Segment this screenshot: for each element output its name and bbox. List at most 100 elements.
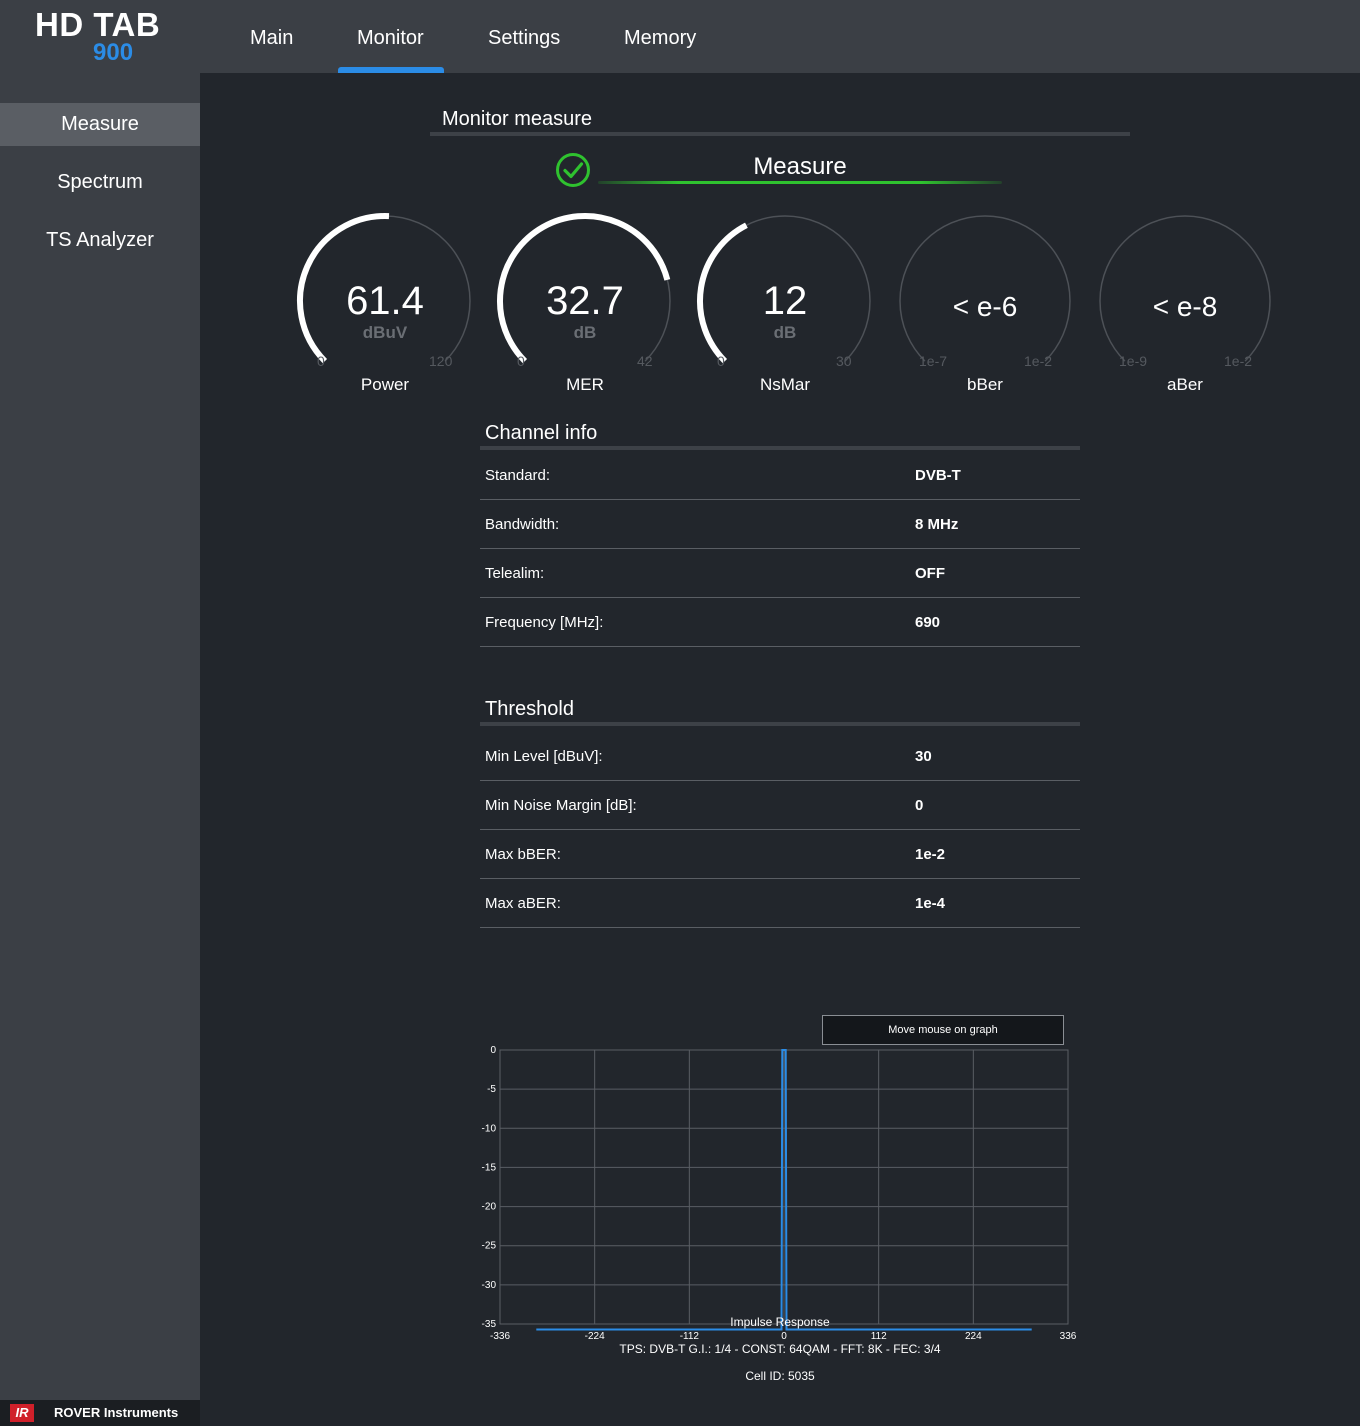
- gauge-value: < e-6: [952, 291, 1018, 322]
- gauge-value: 12: [762, 279, 808, 323]
- gauge-fill: [697, 222, 748, 364]
- gauge-value: 61.4: [346, 279, 424, 323]
- table-row: Telealim: OFF: [480, 549, 1080, 598]
- gauge-nsmar: 12 dB 0 30 NsMar: [685, 200, 885, 410]
- gauge-label: NsMar: [759, 375, 811, 394]
- section-divider: [430, 132, 1130, 136]
- y-tick-label: 0: [490, 1045, 496, 1056]
- cell-id: Cell ID: 5035: [745, 1369, 815, 1383]
- y-tick-label: -10: [482, 1123, 497, 1134]
- row-key: Frequency [MHz]:: [485, 614, 604, 631]
- gauge-unit: dB: [773, 323, 797, 342]
- x-tick-label: -336: [490, 1331, 510, 1342]
- gauge-fill: [297, 213, 390, 364]
- row-key: Telealim:: [485, 565, 545, 582]
- x-tick-label: 336: [1060, 1331, 1077, 1342]
- table-row: Min Level [dBuV]: 30: [480, 732, 1080, 781]
- sidebar: Measure Spectrum TS Analyzer IR ROVER In…: [0, 73, 200, 1426]
- graph-tooltip: Move mouse on graph: [822, 1015, 1064, 1045]
- gauge-dial: [899, 215, 1071, 362]
- tab-memory[interactable]: Memory: [624, 27, 697, 49]
- brand-name: ROVER Instruments: [54, 1405, 179, 1420]
- gauge-dial: [1099, 215, 1271, 362]
- row-value: 8 MHz: [915, 516, 959, 533]
- gauge-track: [1099, 215, 1271, 362]
- section-divider: [480, 446, 1080, 450]
- rover-logo-icon: IR: [10, 1404, 34, 1422]
- gauge-dial: [297, 213, 471, 364]
- tab-monitor[interactable]: Monitor: [357, 27, 424, 49]
- gauge-value: < e-8: [1152, 291, 1218, 322]
- tps-info: TPS: DVB-T G.I.: 1/4 - CONST: 64QAM - FF…: [619, 1342, 941, 1356]
- table-row: Min Noise Margin [dB]: 0: [480, 781, 1080, 830]
- table-row: Frequency [MHz]: 690: [480, 598, 1080, 647]
- gauge-bber: < e-6 1e-7 1e-2 bBer: [885, 200, 1085, 410]
- gauge-min: 0: [317, 353, 325, 369]
- gauge-label: bBer: [967, 375, 1003, 394]
- gauge-fill: [497, 213, 671, 364]
- active-tab-indicator: [338, 67, 444, 73]
- row-value: 30: [915, 748, 932, 765]
- y-tick-label: -30: [482, 1280, 497, 1291]
- measure-status-bar: [598, 181, 1002, 184]
- table-row: Max aBER: 1e-4: [480, 879, 1080, 928]
- section-divider: [480, 722, 1080, 726]
- impulse-response-chart[interactable]: -336 -224 -112 0 112 224 336 0 -5 -10 -15 -20 -25 -30…: [470, 1000, 1090, 1400]
- gauge-min: 0: [717, 353, 725, 369]
- row-key: Bandwidth:: [485, 516, 560, 533]
- gauge-label: MER: [566, 375, 604, 394]
- gauge-power: 61.4 dBuV 0 120 Power: [285, 200, 485, 410]
- sidebar-item-measure[interactable]: Measure: [0, 103, 200, 146]
- y-tick-label: -35: [482, 1319, 497, 1330]
- row-key: Standard:: [485, 467, 551, 484]
- tab-main[interactable]: Main: [250, 27, 294, 49]
- row-value: 0: [915, 797, 924, 814]
- y-tick-label: -25: [482, 1241, 497, 1252]
- gauge-unit: dB: [573, 323, 597, 342]
- gauge-unit: dBuV: [362, 323, 408, 342]
- gauge-aber: < e-8 1e-9 1e-2 aBer: [1085, 200, 1285, 410]
- gauge-mer: 32.7 dB 0 42 MER: [485, 200, 685, 410]
- monitor-measure-title: Monitor measure: [442, 108, 593, 130]
- x-tick-label: -224: [585, 1331, 605, 1342]
- gauge-max: 120: [429, 353, 453, 369]
- x-tick-label: -112: [680, 1331, 700, 1342]
- app-logo: HD TAB 900: [35, 6, 175, 66]
- y-tick-label: -15: [482, 1162, 497, 1173]
- row-key: Max bBER:: [485, 846, 561, 863]
- check-circle-icon: [556, 153, 590, 187]
- gauge-label: aBer: [1167, 375, 1203, 394]
- sidebar-item-ts-analyzer[interactable]: TS Analyzer: [46, 229, 154, 251]
- y-tick-label: -5: [487, 1084, 496, 1095]
- chart-title: Impulse Response: [730, 1315, 830, 1329]
- gauge-dial: [497, 213, 671, 364]
- gauge-min: 1e-7: [919, 353, 948, 369]
- table-row: Standard: DVB-T: [480, 451, 1080, 500]
- table-row: Max bBER: 1e-2: [480, 830, 1080, 879]
- row-key: Max aBER:: [485, 895, 561, 912]
- row-value: 690: [915, 614, 941, 631]
- gauge-min: 0: [517, 353, 525, 369]
- row-key: Min Noise Margin [dB]:: [485, 797, 637, 814]
- logo-model-number: 900: [93, 39, 134, 66]
- measure-status-label: Measure: [753, 153, 847, 180]
- gauge-value: 32.7: [546, 279, 624, 323]
- gauge-max: 42: [637, 353, 653, 369]
- tab-settings[interactable]: Settings: [488, 27, 561, 49]
- x-tick-label: 112: [871, 1331, 887, 1342]
- gauge-max: 1e-2: [1024, 353, 1053, 369]
- x-tick-label: 224: [965, 1331, 982, 1342]
- row-value: DVB-T: [915, 467, 961, 484]
- row-key: Min Level [dBuV]:: [485, 748, 603, 765]
- row-value: OFF: [915, 565, 945, 582]
- row-value: 1e-2: [915, 846, 946, 863]
- table-row: Bandwidth: 8 MHz: [480, 500, 1080, 549]
- sidebar-item-spectrum[interactable]: Spectrum: [57, 171, 143, 193]
- brand-footer: IR ROVER Instruments: [0, 1400, 200, 1426]
- x-tick-label: 0: [781, 1331, 787, 1342]
- gauge-dial: [697, 215, 871, 364]
- impulse-series-line: [536, 1049, 1032, 1331]
- logo-title: HD TAB: [35, 6, 161, 43]
- channel-info-title: Channel info: [485, 422, 598, 444]
- gauge-min: 1e-9: [1119, 353, 1148, 369]
